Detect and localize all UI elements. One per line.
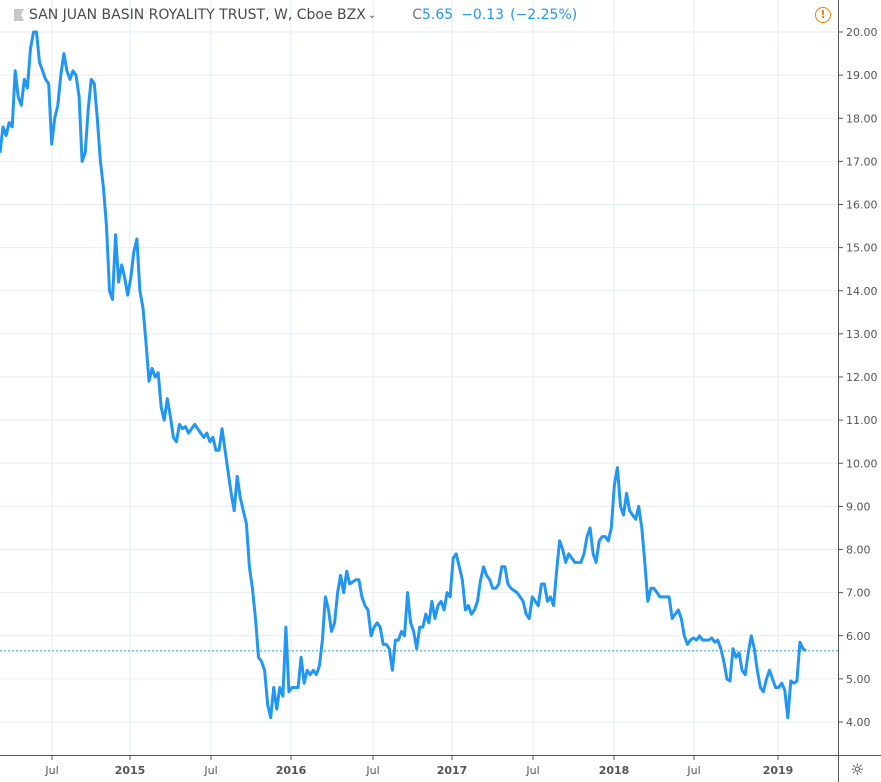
flag-icon[interactable] (14, 9, 24, 21)
y-tick-label: 15.00 (846, 242, 878, 255)
change-value: −0.13 (461, 7, 505, 23)
time-axis[interactable]: Jul 2015 Jul 2016 Jul 2017 Jul 2018 Jul 2019 (44, 755, 793, 777)
symbol-title[interactable]: SAN JUAN BASIN ROYALITY TRUST, W, Cboe B… (29, 7, 366, 23)
y-tick-label: 12.00 (846, 371, 878, 384)
y-tick-label: 7.00 (846, 587, 871, 600)
y-tick-label: 9.00 (846, 500, 871, 513)
y-tick-label: 11.00 (846, 414, 878, 427)
chart-legend: SAN JUAN BASIN ROYALITY TRUST, W, Cboe B… (14, 7, 577, 23)
warning-icon[interactable]: ! (815, 7, 831, 23)
y-tick-label: 14.00 (846, 285, 878, 298)
y-tick-label: 19.00 (846, 69, 878, 82)
y-tick-label: 16.00 (846, 199, 878, 212)
x-tick-label: 2015 (115, 764, 146, 777)
x-tick-label: 2016 (276, 764, 307, 777)
close-prefix: C (412, 7, 423, 23)
x-tick-label: Jul (525, 764, 539, 777)
change-percent: (−2.25%) (510, 7, 578, 23)
y-tick-label: 17.00 (846, 155, 878, 168)
y-tick-label: 13.00 (846, 328, 878, 341)
y-tick-label: 18.00 (846, 112, 878, 125)
x-tick-label: Jul (44, 764, 58, 777)
x-tick-label: 2018 (599, 764, 630, 777)
x-tick-label: Jul (203, 764, 217, 777)
y-tick-label: 8.00 (846, 544, 871, 557)
y-tick-label: 20.00 (846, 26, 878, 39)
y-tick-label: 10.00 (846, 457, 878, 470)
y-tick-label: 5.00 (846, 673, 871, 686)
chevron-down-icon[interactable]: ⌄ (367, 9, 377, 21)
close-value: 5.65 (422, 7, 454, 23)
price-line-series (0, 30, 807, 720)
x-tick-label: 2017 (437, 764, 468, 777)
x-tick-label: Jul (365, 764, 379, 777)
price-axis[interactable]: 4.00 5.00 6.00 7.00 8.00 9.00 10.00 11.00 12.00 1… (838, 26, 878, 729)
y-tick-label: 6.00 (846, 630, 871, 643)
x-tick-label: 2019 (763, 764, 794, 777)
y-tick-label: 4.00 (846, 716, 871, 729)
x-tick-label: Jul (686, 764, 700, 777)
gear-icon[interactable]: ☼ (850, 760, 865, 779)
